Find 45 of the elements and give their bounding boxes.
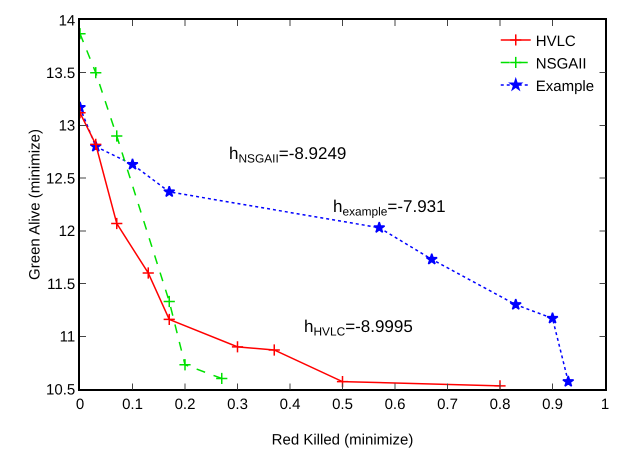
x-tick-label: 0.6 — [384, 396, 406, 413]
point — [231, 340, 244, 354]
x-tick-label: 0.2 — [174, 396, 196, 413]
annotation: h$_{example}$=-7.931 — [333, 197, 446, 219]
x-tick-label: 0.9 — [542, 396, 563, 413]
x-tick-label: 0 — [76, 396, 84, 413]
point — [89, 66, 102, 80]
point — [178, 358, 192, 372]
y-tick-label: 14 — [58, 12, 76, 30]
x-tick-label: 1 — [600, 396, 610, 413]
point — [562, 375, 574, 387]
x-axis-title: Red Killed (minimize) — [272, 432, 414, 448]
point — [546, 312, 559, 324]
point — [268, 344, 281, 356]
y-tick-label: 12.5 — [46, 170, 76, 188]
point — [163, 186, 176, 198]
y-axis-title: Green Alive (minimize) — [26, 129, 44, 280]
legend-label: NSGAII — [536, 55, 587, 72]
point — [110, 217, 124, 230]
x-tick-label: 0.1 — [122, 396, 143, 413]
y-tick-label: 13.5 — [46, 64, 76, 82]
point — [142, 266, 155, 280]
y-tick-label: 10.5 — [46, 381, 76, 398]
y-tick-label: 12 — [58, 223, 76, 240]
x-tick-label: 0.3 — [227, 396, 248, 413]
x-tick-label: 0.4 — [280, 396, 300, 413]
y-tick-label: 13 — [58, 118, 76, 135]
x-tick-label: 0.8 — [490, 396, 510, 413]
point — [110, 130, 124, 142]
y-tick-label: 11.5 — [47, 276, 76, 293]
point — [373, 221, 386, 233]
point — [162, 313, 176, 326]
legend-label: HVLC — [536, 32, 576, 50]
point — [510, 298, 522, 310]
x-tick-label: 0.7 — [437, 396, 458, 413]
point — [162, 295, 176, 308]
point — [215, 372, 228, 385]
y-tick-label: 11 — [60, 328, 76, 346]
point — [336, 375, 349, 388]
legend-label: Example — [536, 78, 594, 95]
point — [126, 158, 139, 170]
point — [426, 252, 438, 265]
annotation: h$_{NSGAII}$=-8.9249 — [229, 144, 346, 166]
annotation: h$_{HVLC}$=-8.9995 — [304, 317, 413, 339]
x-tick-label: 0.5 — [332, 396, 353, 413]
